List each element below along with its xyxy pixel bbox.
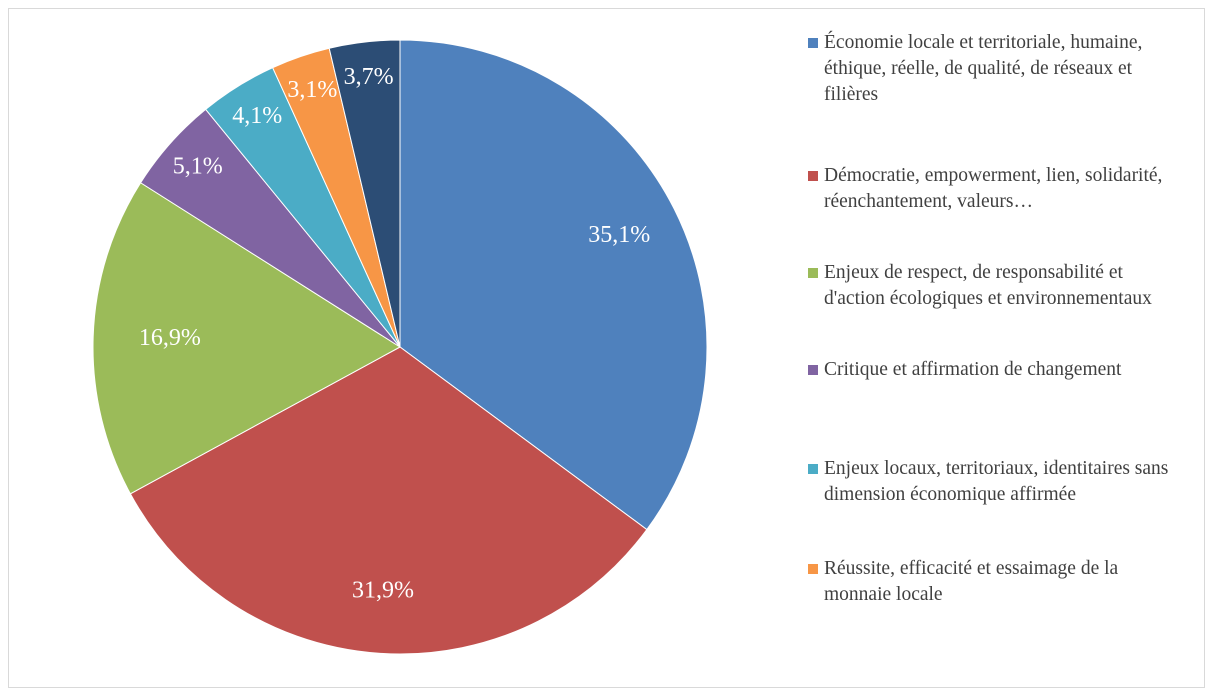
data-label: 35,1%: [588, 222, 650, 248]
data-label: 3,1%: [287, 77, 337, 103]
legend-label: Économie locale et territoriale, humaine…: [824, 32, 1143, 105]
data-label: 31,9%: [352, 578, 414, 604]
data-label: 4,1%: [232, 103, 282, 129]
legend-swatch: [808, 365, 818, 375]
legend-swatch: [808, 268, 818, 278]
legend-swatch: [808, 464, 818, 474]
legend-label: Démocratie, empowerment, lien, solidarit…: [824, 165, 1163, 212]
legend-entry: Réussite, efficacité et essaimage de la …: [808, 556, 1178, 608]
data-label: 5,1%: [173, 153, 223, 179]
legend-entry: Économie locale et territoriale, humaine…: [808, 30, 1178, 108]
pie-slice: [328, 39, 401, 348]
pie-slice: [399, 39, 708, 531]
data-label: 16,9%: [139, 325, 201, 351]
legend-swatch: [808, 38, 818, 48]
data-label: 3,7%: [344, 64, 394, 90]
legend-label: Réussite, efficacité et essaimage de la …: [824, 558, 1119, 605]
legend-label: Critique et affirmation de changement: [824, 359, 1122, 380]
legend-swatch: [808, 564, 818, 574]
pie-slice: [92, 182, 401, 495]
legend-entry: Enjeux de respect, de responsabilité et …: [808, 260, 1178, 312]
legend-swatch: [808, 171, 818, 181]
legend-label: Enjeux locaux, territoriaux, identitaire…: [824, 458, 1169, 505]
legend-label: Enjeux de respect, de responsabilité et …: [824, 262, 1152, 309]
legend-entry: Critique et affirmation de changement: [808, 357, 1178, 383]
legend-entry: Enjeux locaux, territoriaux, identitaire…: [808, 456, 1178, 508]
legend-entry: Démocratie, empowerment, lien, solidarit…: [808, 163, 1178, 215]
